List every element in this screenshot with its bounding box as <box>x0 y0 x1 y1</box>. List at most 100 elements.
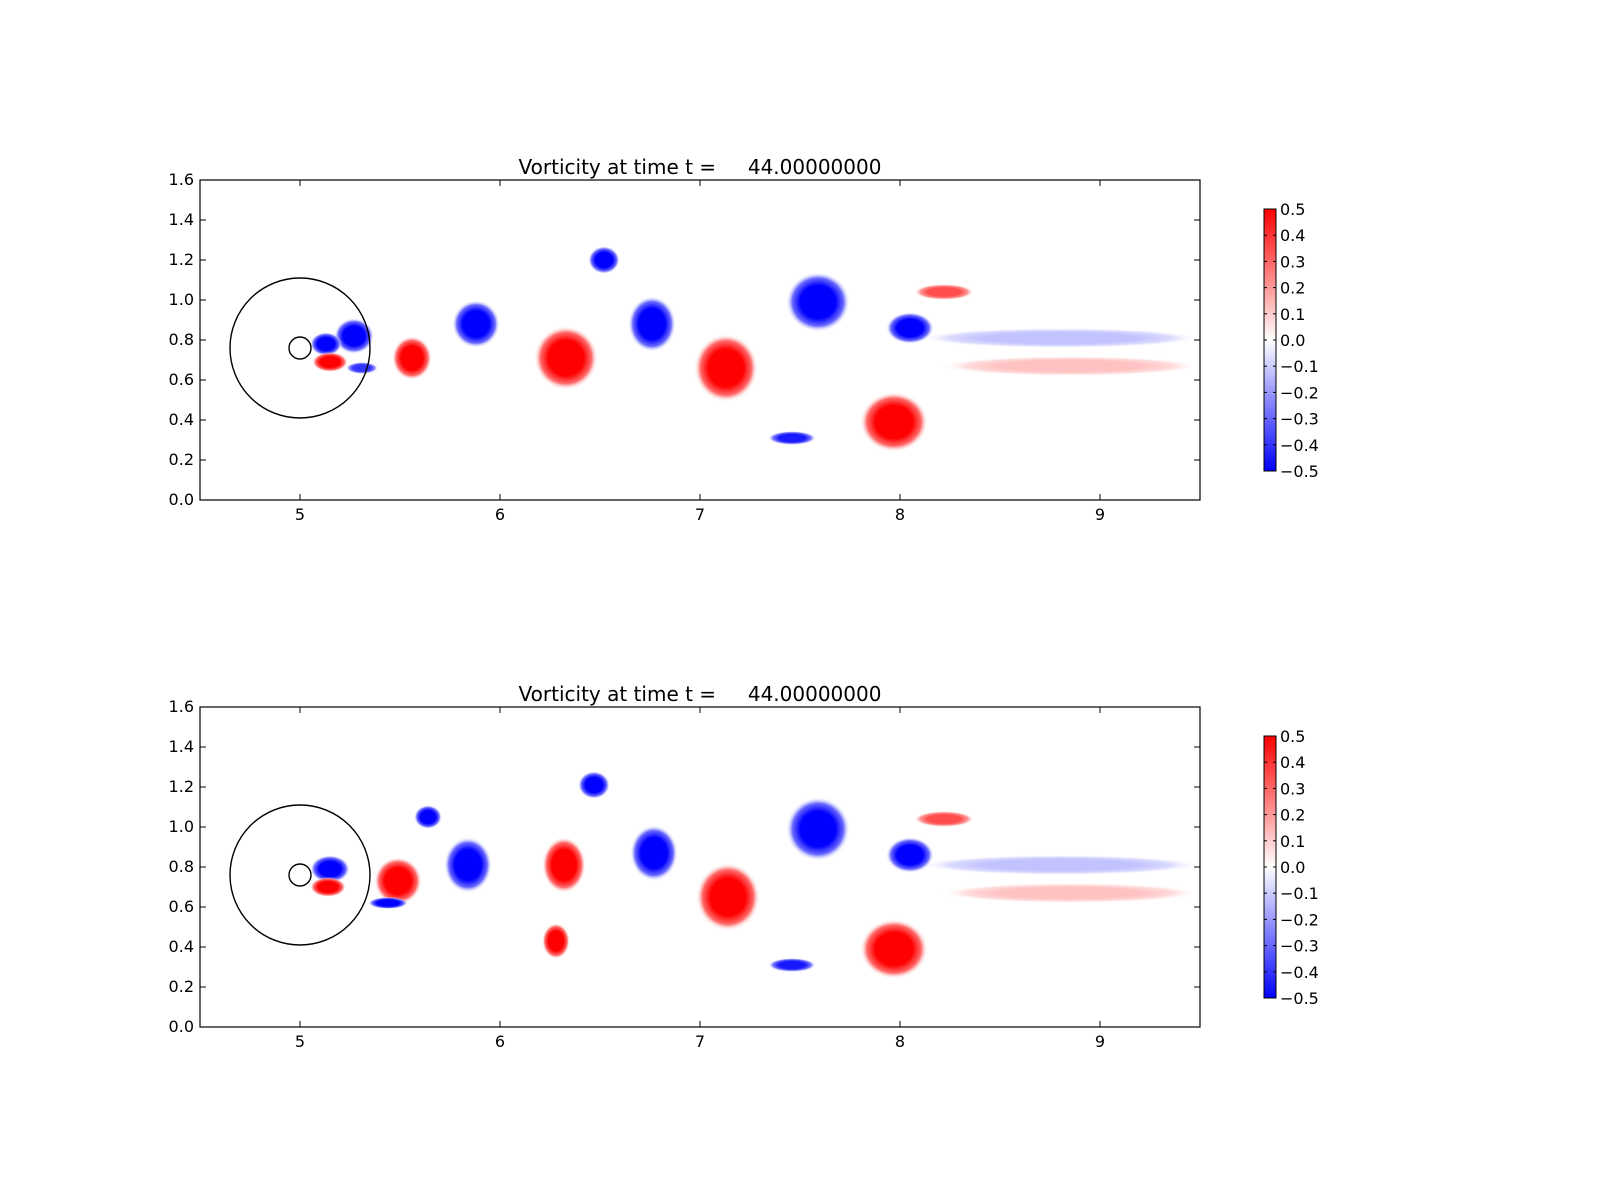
positive-vortex <box>696 863 760 931</box>
colorbar-tick-label: −0.1 <box>1280 357 1319 376</box>
colorbar-tick-label: 0.3 <box>1280 779 1305 798</box>
panel-1-x-axis: 5 6 7 8 9 <box>295 180 1105 524</box>
negative-vortex <box>368 897 408 909</box>
negative-vortex <box>768 431 816 445</box>
cylinder-circle <box>288 863 312 887</box>
colorbar-tick-label: 0.2 <box>1280 279 1305 298</box>
negative-vortex <box>768 958 816 972</box>
cylinder-circle <box>288 336 312 360</box>
outer-circle <box>229 804 371 946</box>
x-tick-label: 6 <box>495 505 505 524</box>
x-tick-label: 7 <box>695 1032 705 1051</box>
colorbar-tick-label: −0.3 <box>1280 937 1319 956</box>
panel-2-vorticity-field <box>310 771 1200 979</box>
y-tick-label: 1.0 <box>169 817 194 836</box>
negative-vortex <box>920 855 1200 875</box>
positive-vortex <box>940 883 1200 903</box>
x-tick-label: 8 <box>895 1032 905 1051</box>
positive-vortex <box>940 356 1200 376</box>
x-tick-label: 9 <box>1095 1032 1105 1051</box>
panel-1-cylinder-outlines <box>229 277 371 419</box>
x-tick-label: 5 <box>295 505 305 524</box>
positive-vortex <box>860 919 928 979</box>
negative-vortex <box>786 272 850 332</box>
panel-1-colorbar: −0.5 −0.4 −0.3 −0.2 −0.1 0.0 0.1 0.2 0.3 0.4 0.5 <box>1263 200 1319 481</box>
colorbar-tick-label: −0.4 <box>1280 963 1319 982</box>
x-tick-label: 5 <box>295 1032 305 1051</box>
outer-circle <box>229 277 371 419</box>
x-tick-label: 6 <box>495 1032 505 1051</box>
panel-1-y-axis: 0.0 0.2 0.4 0.6 0.8 1.0 1.2 1.4 1.6 <box>169 170 1200 509</box>
negative-vortex <box>920 328 1200 348</box>
negative-vortex <box>628 296 676 352</box>
negative-vortex <box>346 362 378 374</box>
negative-vortex <box>414 805 442 829</box>
positive-vortex <box>914 284 974 300</box>
negative-vortex <box>444 837 492 893</box>
positive-vortex <box>534 326 598 390</box>
negative-vortex <box>310 332 342 356</box>
panel-1-title: Vorticity at time t = 44.00000000 <box>519 155 882 179</box>
negative-vortex <box>786 797 850 861</box>
positive-vortex <box>310 877 346 897</box>
colorbar-tick-label: 0.4 <box>1280 226 1305 245</box>
positive-vortex <box>914 811 974 827</box>
colorbar-tick-label: 0.4 <box>1280 753 1305 772</box>
colorbar-tick-label: 0.5 <box>1280 727 1305 746</box>
colorbar-tick-label: 0.5 <box>1280 200 1305 219</box>
positive-vortex <box>542 923 570 959</box>
panel-2-y-axis: 0.0 0.2 0.4 0.6 0.8 1.0 1.2 1.4 1.6 <box>169 697 1200 1036</box>
y-tick-label: 0.0 <box>169 490 194 509</box>
x-tick-label: 9 <box>1095 505 1105 524</box>
y-tick-label: 1.0 <box>169 290 194 309</box>
y-tick-label: 0.6 <box>169 897 194 916</box>
y-tick-label: 0.2 <box>169 450 194 469</box>
y-tick-label: 1.4 <box>169 737 194 756</box>
negative-vortex <box>334 318 374 354</box>
panel-2-x-axis: 5 6 7 8 9 <box>295 707 1105 1051</box>
panel-2-cylinder-outlines <box>229 804 371 946</box>
colorbar-tick-label: −0.5 <box>1280 462 1319 481</box>
negative-vortex <box>578 771 610 799</box>
positive-vortex <box>374 857 422 905</box>
colorbar-tick-label: −0.4 <box>1280 436 1319 455</box>
colorbar-tick-label: −0.5 <box>1280 989 1319 1008</box>
negative-vortex <box>630 825 678 881</box>
negative-vortex <box>886 312 934 344</box>
y-tick-label: 0.8 <box>169 857 194 876</box>
panel-2-colorbar: −0.5 −0.4 −0.3 −0.2 −0.1 0.0 0.1 0.2 0.3 0.4 0.5 <box>1263 727 1319 1008</box>
colorbar-tick-label: −0.1 <box>1280 884 1319 903</box>
colorbar-tick-label: 0.0 <box>1280 858 1305 877</box>
y-tick-label: 0.2 <box>169 977 194 996</box>
positive-vortex <box>542 837 586 893</box>
y-tick-label: 0.6 <box>169 370 194 389</box>
y-tick-label: 0.4 <box>169 410 194 429</box>
negative-vortex <box>452 300 500 348</box>
colorbar-tick-label: −0.2 <box>1280 383 1319 402</box>
positive-vortex <box>392 336 432 380</box>
y-tick-label: 0.4 <box>169 937 194 956</box>
negative-vortex <box>588 246 620 274</box>
y-tick-label: 1.6 <box>169 697 194 716</box>
panel-2-title: Vorticity at time t = 44.00000000 <box>519 682 882 706</box>
colorbar-tick-label: 0.1 <box>1280 305 1305 324</box>
panel-1-vorticity-field <box>310 246 1200 452</box>
x-tick-label: 8 <box>895 505 905 524</box>
x-tick-label: 7 <box>695 505 705 524</box>
colorbar-tick-label: 0.1 <box>1280 832 1305 851</box>
positive-vortex <box>312 352 348 372</box>
y-tick-label: 0.0 <box>169 1017 194 1036</box>
colorbar-tick-label: −0.3 <box>1280 410 1319 429</box>
negative-vortex <box>310 855 350 883</box>
colorbar-tick-label: 0.2 <box>1280 806 1305 825</box>
y-tick-label: 1.6 <box>169 170 194 189</box>
colorbar-tick-label: −0.2 <box>1280 910 1319 929</box>
colorbar-tick-label: 0.3 <box>1280 252 1305 271</box>
y-tick-label: 0.8 <box>169 330 194 349</box>
y-tick-label: 1.4 <box>169 210 194 229</box>
colorbar-tick-label: 0.0 <box>1280 331 1305 350</box>
y-tick-label: 1.2 <box>169 777 194 796</box>
